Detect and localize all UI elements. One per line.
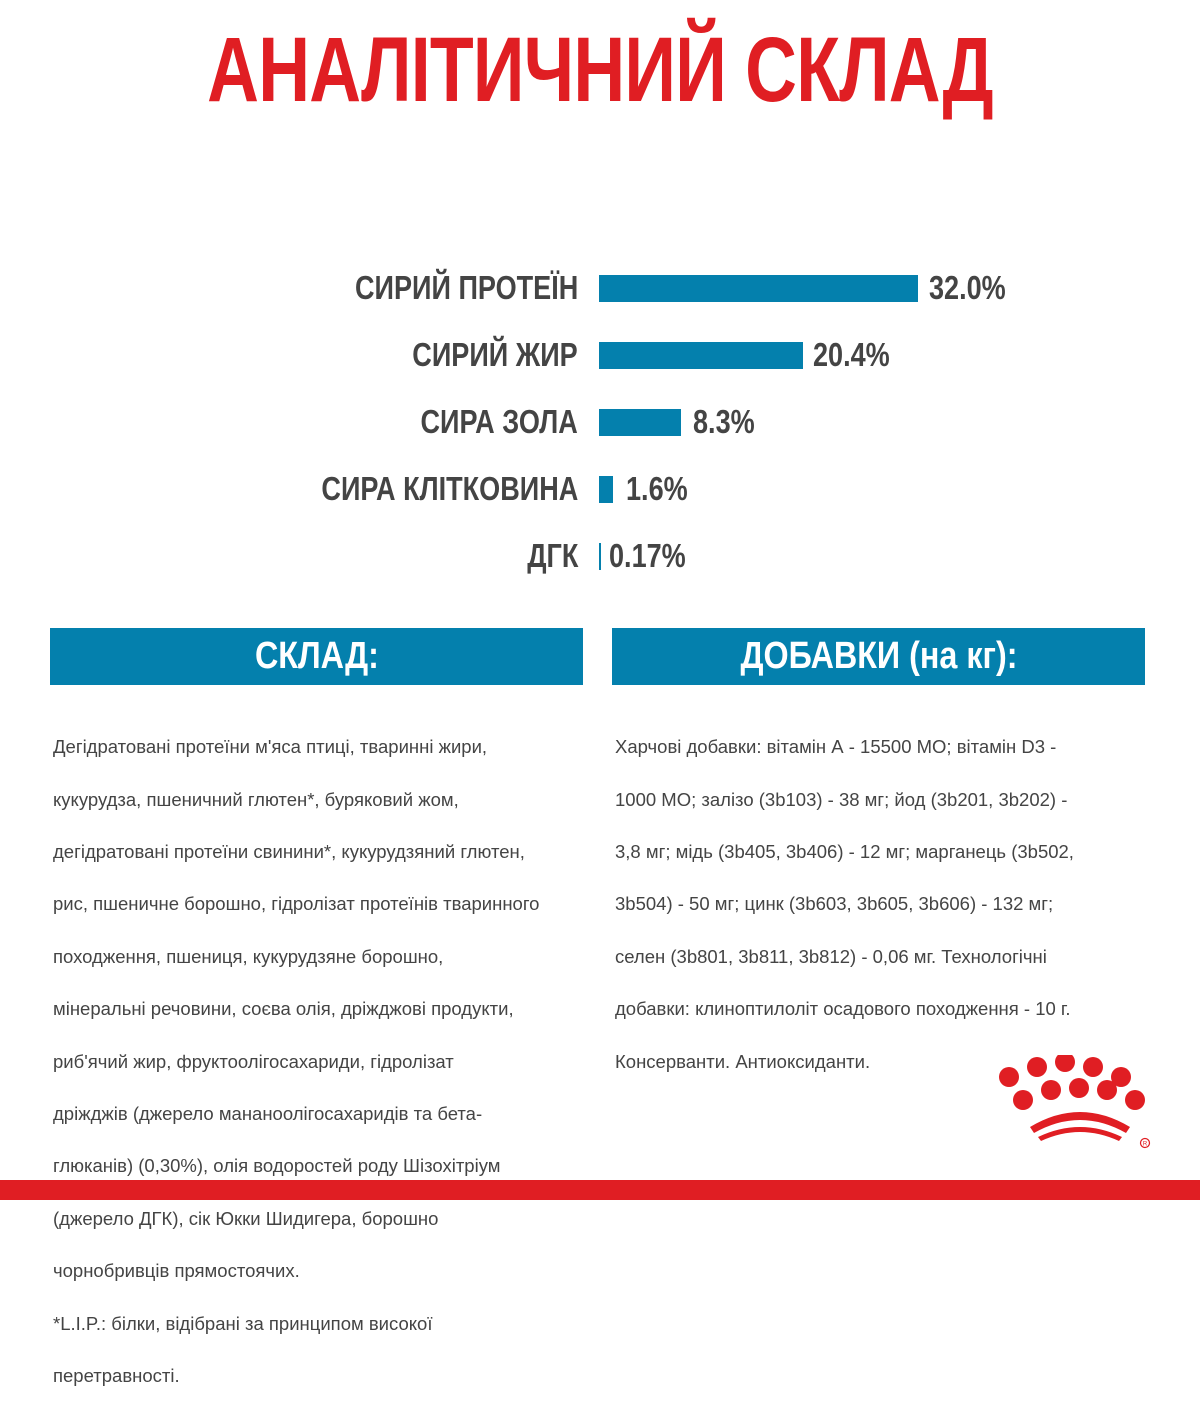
text-line: риб'ячий жир, фруктоолігосахариди, гідро… bbox=[53, 1050, 454, 1072]
text-line: 3,8 мг; мідь (3b405, 3b406) - 12 мг; мар… bbox=[615, 841, 1074, 863]
composition-text: Дегідратовані протеїни м'яса птиці, твар… bbox=[53, 708, 593, 1415]
bar bbox=[599, 476, 613, 503]
text-line: селен (3b801, 3b811, 3b812) - 0,06 мг. Т… bbox=[615, 945, 1047, 967]
additives-heading-text: ДОБАВКИ (на кг): bbox=[739, 635, 1018, 677]
text-line: мінеральні речовини, соєва олія, дріжджо… bbox=[53, 998, 514, 1020]
text-line: Дегідратовані протеїни м'яса птиці, твар… bbox=[53, 736, 488, 758]
bar-value: 1.6% bbox=[626, 470, 688, 507]
bar-value: 8.3% bbox=[693, 403, 755, 440]
chart-row-fibre: СИРА КЛІТКОВИНА 1.6% bbox=[0, 469, 1200, 509]
bar-label: СИРИЙ ПРОТЕЇН bbox=[354, 269, 578, 306]
bar-value: 32.0% bbox=[929, 269, 1006, 306]
text-line: 3b504) - 50 мг; цинк (3b603, 3b605, 3b60… bbox=[615, 893, 1054, 915]
text-line: (джерело ДГК), сік Юкки Шидигера, борошн… bbox=[53, 1207, 439, 1229]
bar-label: СИРА КЛІТКОВИНА bbox=[321, 470, 578, 507]
bar-label: СИРИЙ ЖИР bbox=[412, 336, 578, 373]
text-line: чорнобривців прямостоячих. bbox=[53, 1260, 300, 1282]
chart-row-dha: ДГК 0.17% bbox=[0, 536, 1200, 576]
bar-value: 0.17% bbox=[609, 537, 686, 574]
footer-red-bar bbox=[0, 1180, 1200, 1200]
analysis-bar-chart: СИРИЙ ПРОТЕЇН 32.0% СИРИЙ ЖИР 20.4% СИРА… bbox=[0, 260, 1200, 590]
bar bbox=[599, 543, 601, 570]
bar-value: 20.4% bbox=[813, 336, 890, 373]
text-line: перетравності. bbox=[53, 1365, 180, 1387]
bar bbox=[599, 275, 918, 302]
composition-heading: СКЛАД: bbox=[50, 628, 583, 685]
chart-row-fat: СИРИЙ ЖИР 20.4% bbox=[0, 335, 1200, 375]
text-line: Консерванти. Антиоксиданти. bbox=[615, 1050, 871, 1072]
bar-label: ДГК bbox=[526, 537, 578, 574]
svg-text:R: R bbox=[1143, 1142, 1148, 1148]
page-title: АНАЛІТИЧНИЙ СКЛАД bbox=[207, 19, 993, 121]
text-line: дріжджів (джерело мананоолігосахаридів т… bbox=[53, 1103, 483, 1125]
chart-row-ash: СИРА ЗОЛА 8.3% bbox=[0, 402, 1200, 442]
additives-heading: ДОБАВКИ (на кг): bbox=[612, 628, 1145, 685]
text-line: 1000 МО; залізо (3b103) - 38 мг; йод (3b… bbox=[615, 788, 1068, 810]
bar bbox=[599, 342, 803, 369]
text-line: походження, пшениця, кукурудзяне борошно… bbox=[53, 945, 444, 967]
text-line: Харчові добавки: вітамін А - 15500 МО; в… bbox=[615, 736, 1057, 758]
additives-text: Харчові добавки: вітамін А - 15500 МО; в… bbox=[615, 708, 1175, 1101]
text-line: рис, пшеничне борошно, гідролізат протеї… bbox=[53, 893, 540, 915]
crown-logo-icon: R bbox=[999, 1055, 1151, 1149]
text-line: *L.I.P.: білки, відібрані за принципом в… bbox=[53, 1312, 433, 1334]
text-line: глюканів) (0,30%), олія водоростей роду … bbox=[53, 1155, 501, 1177]
bar-label: СИРА ЗОЛА bbox=[420, 403, 578, 440]
composition-heading-text: СКЛАД: bbox=[254, 635, 379, 677]
text-line: добавки: клиноптилоліт осадового походже… bbox=[615, 998, 1071, 1020]
text-line: кукурудза, пшеничний глютен*, буряковий … bbox=[53, 788, 459, 810]
bar bbox=[599, 409, 681, 436]
chart-row-protein: СИРИЙ ПРОТЕЇН 32.0% bbox=[0, 268, 1200, 308]
text-line: дегідратовані протеїни свинини*, кукуруд… bbox=[53, 841, 525, 863]
